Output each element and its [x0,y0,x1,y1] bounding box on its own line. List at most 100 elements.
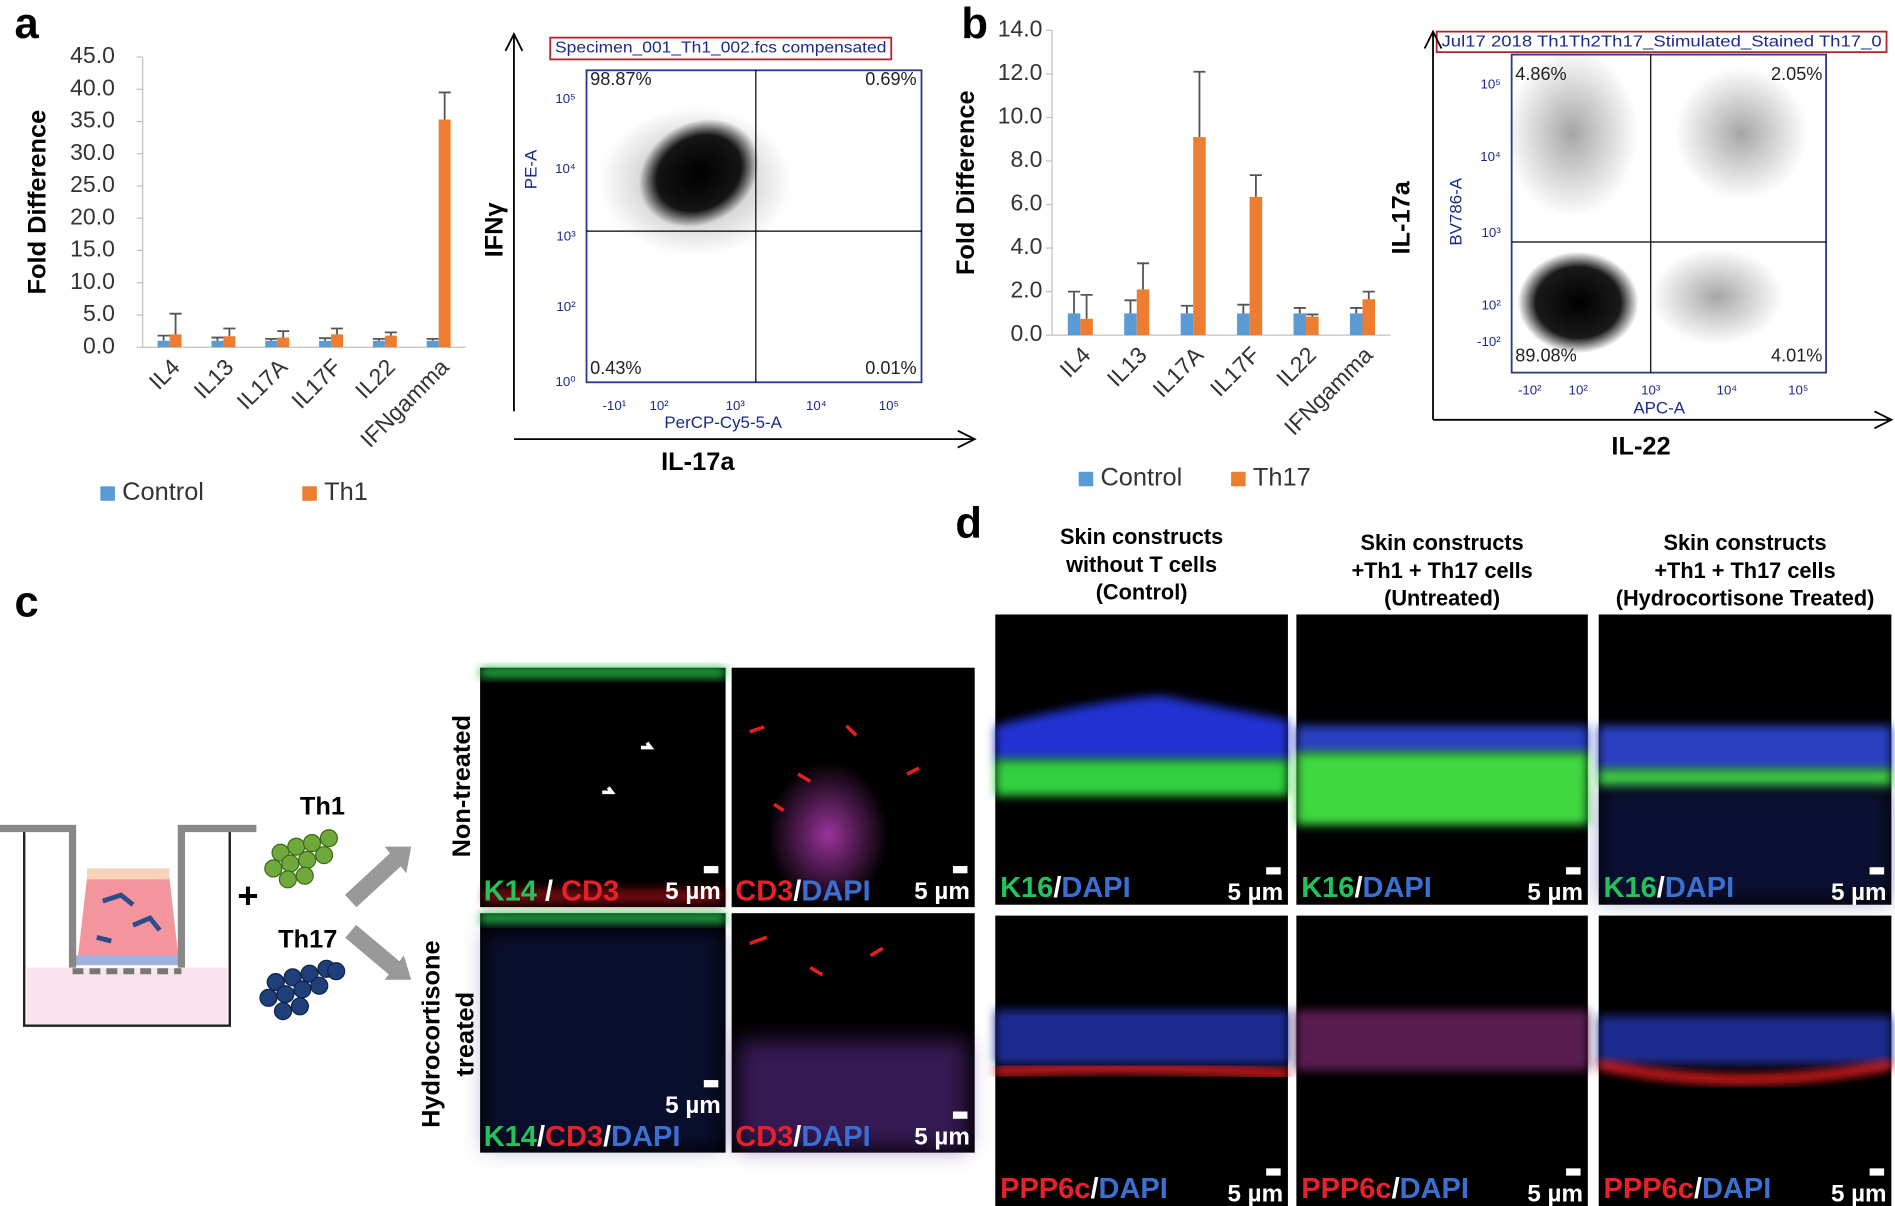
error-bar [372,337,385,341]
error-bar [223,327,236,337]
panel-c-schematic [0,824,412,1027]
flow-x-tick-label: -10² [1518,382,1542,397]
stain-label: K16/DAPI [1000,872,1131,904]
stain-band [1598,786,1892,902]
stain-band [1597,1060,1893,1084]
panel-label: c [15,578,39,626]
quadrant-percent: 2.05% [1771,64,1822,84]
stain-band [1598,769,1892,787]
error-bar [1237,303,1250,314]
y-tick-label: 10.0 [998,103,1043,129]
y-tick-label: 2.0 [1010,277,1042,303]
stain-label: PPP6c/DAPI [1000,1173,1168,1205]
y-tick-label: 5.0 [83,300,115,326]
scale-bar [1869,867,1885,875]
arrow-head [384,846,412,874]
flow-y-channel: PE-A [522,149,541,189]
stain-label-part: DAPI [1363,872,1432,904]
flow-x-tick-label: 10³ [726,398,746,413]
error-bar [426,337,439,341]
legend-swatch [1231,471,1246,487]
y-tick-label: 45.0 [70,42,115,68]
scale-bar [703,1080,719,1088]
stain-label-part: / [603,1121,611,1153]
stain-band [995,695,1288,763]
error-bar [319,337,332,341]
stain-band [737,1040,968,1150]
scale-bar-label: 5 µm [1227,1180,1283,1206]
quadrant-percent: 0.69% [865,69,916,89]
error-bar [1080,293,1093,319]
scale-bar [1566,867,1581,875]
stain-label-part: PPP6c [1301,1173,1391,1205]
y-tick-label: 10.0 [70,268,115,294]
tissue [77,876,179,962]
scale-bar-label: 5 µm [914,878,970,905]
scale-bar-label: 5 µm [1527,879,1583,906]
y-tick-label: 20.0 [70,203,115,229]
stain-label: CD3/DAPI [735,1121,870,1153]
stain-label-part: K16 [1604,872,1657,904]
bar [331,334,344,348]
error-bar [1362,290,1375,300]
error-bar [277,330,290,338]
insert [0,824,257,968]
arrow-head [1423,29,1443,49]
flow-x-tick-label: 10⁴ [806,398,827,413]
bar [1136,289,1150,336]
row-label: treated [451,992,479,1077]
stain-label: K16/DAPI [1604,872,1735,904]
plus-sign: + [237,875,258,916]
stain-label-part: DAPI [1099,1173,1168,1205]
arrow-head [384,955,412,980]
stain-label-part: K14 [484,1121,537,1153]
density [1505,48,1639,218]
arrow [345,924,403,977]
scale-bar-label: 5 µm [1527,1180,1583,1206]
column-header: +Th1 + Th17 cells [1351,558,1532,583]
error-bar [169,312,182,335]
flow-x-tick-label: 10⁵ [1788,382,1808,397]
arrow-head [504,31,524,52]
bar [1067,313,1081,336]
flow-x-tick-label: -10¹ [603,398,627,413]
flow-x-channel: APC-A [1633,398,1685,417]
stain-label: K16/DAPI [1301,872,1432,904]
bar [372,340,385,348]
bar [1249,196,1263,336]
scale-bar [1869,1168,1885,1176]
bar [157,340,170,348]
quadrant-percent: 4.86% [1515,64,1566,84]
x-tick-label: IL13 [1102,342,1152,392]
flow-y-tick-label: 10⁰ [556,374,576,389]
panel-c-images [480,667,975,1153]
legend-label: Th17 [1253,464,1311,492]
y-tick-label: 0.0 [83,332,115,358]
y-tick-label: 25.0 [70,171,115,197]
bar [1293,313,1307,336]
flow-y-channel: BV786-A [1447,177,1466,245]
scale-bar-label: 5 µm [1227,879,1283,906]
y-axis-label: Fold Difference [952,90,980,275]
flow-y-tick-label: 10² [556,299,576,314]
legend-label: Control [122,478,204,506]
y-tick-label: 12.0 [998,59,1043,85]
column-header: Skin constructs [1361,530,1524,555]
stain-label-part: / [1354,872,1362,904]
column-header: (Hydrocortisone Treated) [1616,586,1875,611]
stain-label-part: / [1053,872,1061,904]
flow-x-tick-label: 10² [1569,382,1589,397]
bar [1124,313,1137,336]
stain-label-part: DAPI [801,875,870,907]
stain-label-part: DAPI [1061,872,1130,904]
scale-bar [952,1111,968,1119]
error-bar [1293,307,1306,314]
stain-label-part: / [1694,1173,1702,1205]
quadrant-percent: 89.08% [1515,346,1576,366]
y-tick-label: 0.0 [1010,320,1042,346]
y-tick-label: 4.0 [1010,233,1042,259]
bar [223,336,236,348]
bar [1080,318,1093,336]
stain-label-part: K14 [484,875,537,907]
